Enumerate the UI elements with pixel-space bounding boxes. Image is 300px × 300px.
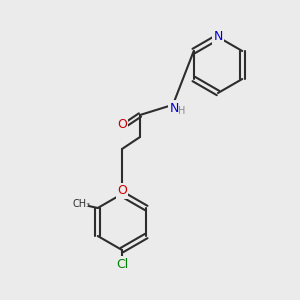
Text: H: H [178, 106, 186, 116]
Text: Cl: Cl [116, 257, 128, 271]
Text: N: N [213, 31, 223, 44]
Text: O: O [117, 184, 127, 197]
Text: O: O [117, 118, 127, 130]
Text: CH₃: CH₃ [73, 199, 91, 209]
Text: N: N [169, 101, 179, 115]
